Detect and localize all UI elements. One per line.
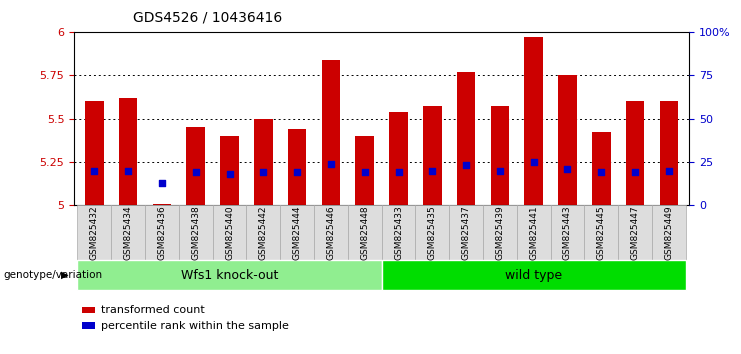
Bar [456,72,476,205]
Point [224,171,236,177]
Point [595,170,607,175]
Bar [119,98,138,205]
Point [460,162,472,168]
Text: genotype/variation: genotype/variation [4,270,103,280]
Bar [592,132,611,205]
Text: GSM825439: GSM825439 [496,205,505,260]
Point [291,170,303,175]
Bar [423,107,442,205]
Text: GSM825448: GSM825448 [360,205,369,260]
Bar [288,129,307,205]
Point [359,170,370,175]
Text: GSM825434: GSM825434 [124,205,133,260]
Text: GSM825445: GSM825445 [597,205,606,260]
Point [122,168,134,173]
Bar [659,101,678,205]
Text: GSM825432: GSM825432 [90,205,99,260]
Text: GSM825438: GSM825438 [191,205,200,260]
Bar [153,204,171,205]
Point [562,166,574,172]
Text: GSM825447: GSM825447 [631,205,639,260]
Point [325,161,337,166]
Text: GSM825449: GSM825449 [665,205,674,260]
Bar [254,119,273,205]
Text: GSM825435: GSM825435 [428,205,436,260]
Bar [625,101,645,205]
Text: wild type: wild type [505,269,562,282]
Text: transformed count: transformed count [101,305,205,315]
Text: GSM825444: GSM825444 [293,206,302,260]
Point [393,170,405,175]
Bar [389,112,408,205]
Text: GDS4526 / 10436416: GDS4526 / 10436416 [133,11,282,25]
Text: Wfs1 knock-out: Wfs1 knock-out [181,269,278,282]
Bar [558,75,576,205]
Text: GSM825440: GSM825440 [225,205,234,260]
Bar [322,59,340,205]
Text: GSM825446: GSM825446 [327,205,336,260]
Text: percentile rank within the sample: percentile rank within the sample [101,321,289,331]
Point [257,170,269,175]
Bar [356,136,374,205]
Text: GSM825442: GSM825442 [259,206,268,260]
Text: ▶: ▶ [61,270,68,280]
Bar [187,127,205,205]
Text: GSM825433: GSM825433 [394,205,403,260]
Point [88,168,100,173]
Point [528,159,539,165]
Bar [85,101,104,205]
Bar [491,107,509,205]
Point [156,180,168,185]
Text: GSM825437: GSM825437 [462,205,471,260]
Text: GSM825441: GSM825441 [529,205,538,260]
Text: GSM825436: GSM825436 [157,205,167,260]
Bar [220,136,239,205]
Point [663,168,675,173]
Point [494,168,506,173]
Bar [525,37,543,205]
Point [629,170,641,175]
Point [426,168,438,173]
Text: GSM825443: GSM825443 [563,205,572,260]
Point [190,170,202,175]
